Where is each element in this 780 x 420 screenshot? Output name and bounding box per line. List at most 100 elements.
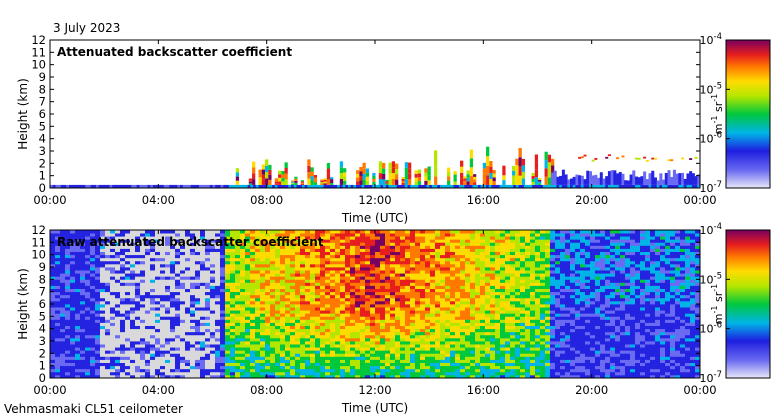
- data-cell: [390, 334, 396, 339]
- data-cell: [95, 304, 101, 308]
- data-cell: [265, 291, 271, 296]
- data-cell: [280, 341, 286, 345]
- data-cell: [160, 276, 166, 280]
- data-cell: [55, 294, 61, 299]
- data-cell: [135, 288, 141, 293]
- data-cell: [500, 356, 506, 360]
- data-cell: [370, 316, 376, 320]
- data-cell: [180, 267, 186, 271]
- data-cell: [490, 254, 496, 259]
- data-cell: [150, 347, 156, 351]
- data-cell: [175, 291, 181, 296]
- data-cell: [500, 368, 506, 373]
- data-cell: [310, 171, 314, 177]
- data-cell: [420, 297, 426, 302]
- data-cell: [450, 328, 456, 333]
- data-cell: [185, 313, 191, 317]
- data-cell: [420, 288, 426, 293]
- data-cell: [270, 307, 276, 311]
- data-cell: [210, 356, 216, 360]
- data-cell: [90, 242, 96, 246]
- data-cell: [470, 297, 476, 302]
- data-cell: [435, 313, 441, 317]
- data-cell: [170, 310, 176, 314]
- data-cell: [591, 184, 595, 188]
- data-cell: [275, 257, 281, 262]
- data-cell: [455, 263, 461, 268]
- data-cell: [210, 353, 216, 357]
- data-cell: [95, 239, 101, 243]
- data-cell: [355, 310, 361, 314]
- data-cell: [380, 371, 386, 376]
- data-cell: [170, 267, 176, 271]
- data-cell: [365, 242, 371, 246]
- data-cell: [400, 331, 406, 336]
- data-cell: [75, 331, 81, 336]
- data-cell: [475, 365, 481, 370]
- data-cell: [140, 359, 146, 363]
- data-cell: [270, 233, 276, 237]
- data-cell: [460, 337, 466, 342]
- data-cell: [345, 310, 351, 314]
- data-cell: [140, 365, 146, 370]
- data-cell: [110, 322, 116, 326]
- data-cell: [564, 184, 568, 188]
- data-cell: [435, 353, 441, 357]
- data-cell: [335, 368, 341, 373]
- data-cell: [230, 310, 236, 314]
- data-cell: [280, 260, 286, 265]
- data-cell: [450, 334, 456, 339]
- data-cell: [415, 347, 421, 351]
- data-cell: [465, 322, 471, 326]
- data-cell: [185, 334, 191, 339]
- data-cell: [270, 313, 276, 317]
- data-cell: [395, 322, 401, 326]
- data-cell: [190, 341, 196, 345]
- data-cell: [480, 279, 486, 283]
- data-cell: [175, 362, 181, 367]
- data-cell: [140, 276, 146, 280]
- data-cell: [235, 350, 241, 354]
- data-cell: [320, 276, 326, 280]
- data-cell: [255, 279, 261, 283]
- data-cell: [295, 251, 301, 256]
- data-cell: [395, 291, 401, 296]
- data-cell: [365, 368, 371, 373]
- data-cell: [430, 371, 436, 376]
- data-cell: [70, 319, 76, 323]
- data-cell: [420, 279, 426, 283]
- data-cell: [115, 334, 121, 339]
- data-cell: [110, 359, 116, 363]
- data-cell: [130, 242, 136, 246]
- data-cell: [335, 337, 341, 342]
- data-cell: [60, 313, 66, 317]
- data-cell: [190, 365, 196, 370]
- data-cell: [142, 184, 146, 188]
- data-cell: [360, 251, 366, 256]
- data-cell: [365, 300, 371, 305]
- data-cell: [500, 365, 506, 370]
- data-cell: [170, 245, 176, 249]
- data-cell: [225, 362, 231, 367]
- data-cell: [70, 356, 76, 360]
- data-cell: [465, 331, 471, 336]
- data-cell: [400, 350, 406, 354]
- data-cell: [125, 328, 131, 333]
- data-cell: [125, 334, 131, 339]
- data-cell: [285, 242, 291, 246]
- data-cell: [225, 251, 231, 256]
- data-cell: [355, 365, 361, 370]
- data-cell: [455, 328, 461, 333]
- data-cell: [260, 356, 266, 360]
- data-cell: [284, 179, 288, 185]
- data-cell: [265, 297, 271, 302]
- data-cell: [450, 242, 456, 246]
- data-cell: [190, 297, 196, 302]
- data-cell: [455, 310, 461, 314]
- data-cell: [405, 300, 411, 305]
- data-cell: [150, 230, 156, 234]
- data-cell: [355, 350, 361, 354]
- data-cell: [300, 341, 306, 345]
- data-cell: [404, 179, 409, 185]
- data-cell: [295, 341, 301, 345]
